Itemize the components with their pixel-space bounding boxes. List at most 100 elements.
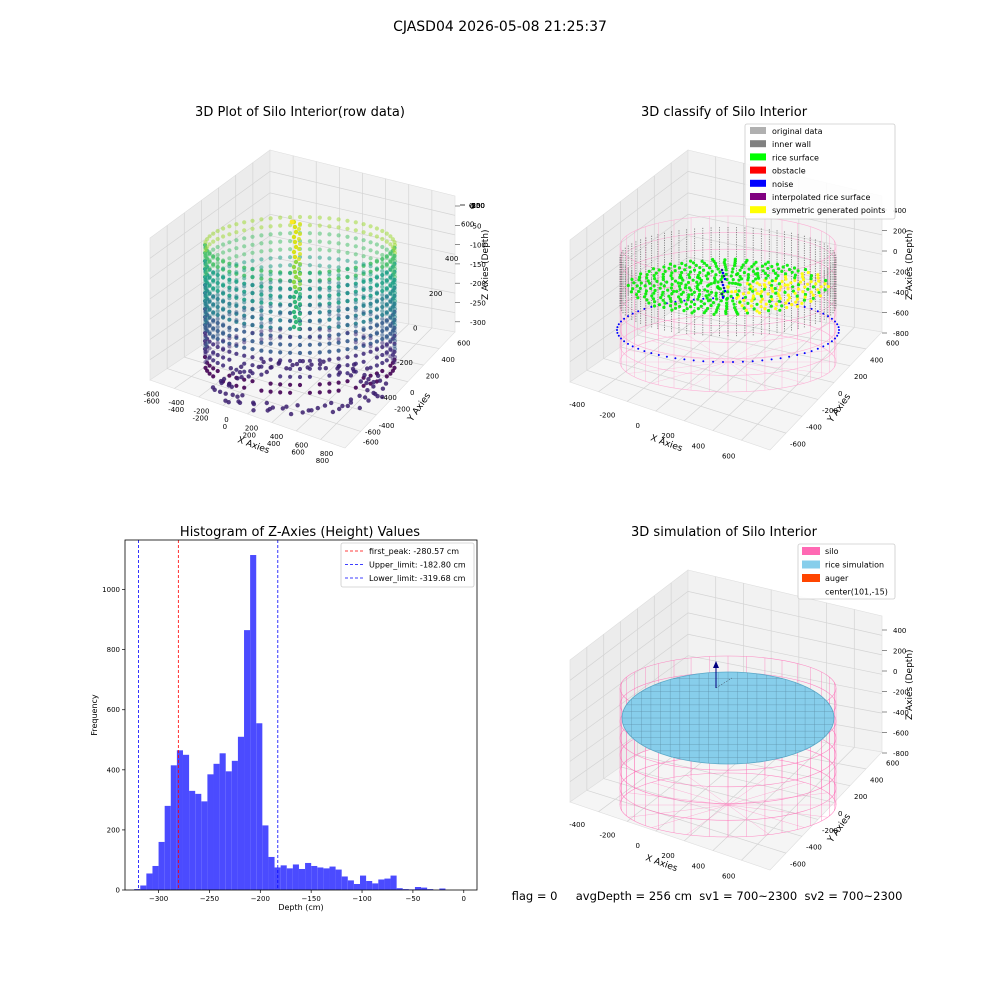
wall-point <box>307 295 312 300</box>
wall-point <box>227 224 232 229</box>
floor-point <box>321 359 326 364</box>
wall-point <box>221 330 226 335</box>
histogram-bar <box>298 868 306 890</box>
wall-point <box>345 306 350 311</box>
wall-point <box>384 231 389 236</box>
wall-point <box>278 327 283 332</box>
histogram-bar <box>335 869 342 890</box>
noise-point <box>830 317 833 320</box>
z-tick-label: -300 <box>470 319 486 327</box>
rice-surface-point <box>716 280 720 284</box>
center-point <box>297 317 301 321</box>
noise-point <box>779 357 782 360</box>
histogram-bar <box>280 865 287 890</box>
wall-point <box>278 223 283 228</box>
wall-point <box>215 304 220 310</box>
symmetric-point <box>817 279 821 283</box>
rice-surface-point <box>692 309 696 313</box>
wall-point <box>336 276 341 281</box>
wall-point <box>205 237 210 242</box>
plot2-ticks: -400 -200 0 200 400 600 -600 -400 -200 0 200 400 600… <box>569 207 909 461</box>
noise-point <box>637 347 640 350</box>
silo-spoke <box>727 792 828 806</box>
legend-label: rice simulation <box>825 561 884 570</box>
obstacle-point <box>721 271 725 275</box>
rice-surface-point <box>737 289 741 293</box>
plot1-points <box>202 214 398 417</box>
symmetric-point <box>823 282 827 286</box>
x-tick-label: -200 <box>600 831 616 839</box>
wall-point <box>345 274 350 279</box>
symmetric-point <box>777 294 781 298</box>
z-tick-label: -150 <box>470 261 486 269</box>
noise-point <box>623 317 626 320</box>
wall-point <box>205 301 210 306</box>
floor-point <box>375 373 381 378</box>
wall-point <box>242 361 247 366</box>
z-tick-label: -400 <box>893 709 909 717</box>
wall-point <box>205 349 210 354</box>
center-point <box>297 327 301 331</box>
rice-surface-point <box>662 305 666 309</box>
rice-surface-point <box>791 285 795 289</box>
rice-surface-point <box>676 281 680 285</box>
wall-point <box>215 260 220 266</box>
rice-surface-point <box>645 276 649 280</box>
wall-point <box>227 280 232 285</box>
floor-point <box>217 389 223 394</box>
wall-point <box>307 223 312 228</box>
wall-point <box>380 236 385 242</box>
rice-surface-point <box>658 286 662 290</box>
wall-point <box>368 312 373 317</box>
wall-point <box>207 314 212 319</box>
wall-point <box>215 360 220 366</box>
wall-point <box>288 247 293 252</box>
wall-point <box>278 374 283 379</box>
wall-point <box>353 340 358 345</box>
symmetric-point <box>800 301 804 305</box>
wall-point <box>268 272 273 277</box>
floor-point <box>330 409 336 415</box>
wall-point <box>307 311 312 316</box>
gridline <box>712 322 827 431</box>
obstacle-point <box>721 283 725 287</box>
symmetric-point <box>793 278 797 282</box>
rice-surface-point <box>702 268 706 272</box>
x-tick-label: 200 <box>243 431 256 439</box>
wall-point <box>388 290 393 295</box>
center-point <box>297 227 301 231</box>
wall-point <box>345 330 350 335</box>
gridline <box>174 303 294 389</box>
rice-surface-point <box>756 274 760 278</box>
histogram-bar <box>414 887 422 890</box>
wall-point <box>227 288 232 293</box>
wall-point <box>317 358 322 363</box>
x-tick-label: −200 <box>251 895 270 903</box>
rice-surface-point <box>712 281 716 285</box>
wall-point <box>242 244 247 249</box>
histogram-xlabel: Depth (cm) <box>278 903 323 912</box>
y-tick-label: 600 <box>886 759 899 767</box>
obstacle-point <box>721 295 725 299</box>
symmetric-point <box>816 276 820 280</box>
gridline <box>247 315 363 415</box>
wall-point <box>211 231 216 236</box>
x-tick-label: 0 <box>462 895 466 903</box>
center-point <box>298 302 302 306</box>
wall-point <box>268 304 273 309</box>
plot2-legend: original data inner wall rice surface obsta… <box>744 123 896 220</box>
wall-point <box>250 314 255 319</box>
wall-point <box>234 270 239 275</box>
wall-point <box>221 266 226 271</box>
silo-spoke <box>628 361 729 374</box>
histogram-bar <box>421 887 428 890</box>
floor-point <box>380 386 386 391</box>
wall-point <box>368 373 373 378</box>
rice-surface-point <box>630 277 634 281</box>
rice-surface-point <box>780 304 784 308</box>
wall-point <box>380 304 385 310</box>
wall-point <box>259 289 264 294</box>
histogram-bar <box>384 878 391 890</box>
rice-surface-point <box>790 270 794 274</box>
symmetric-point <box>826 285 831 289</box>
